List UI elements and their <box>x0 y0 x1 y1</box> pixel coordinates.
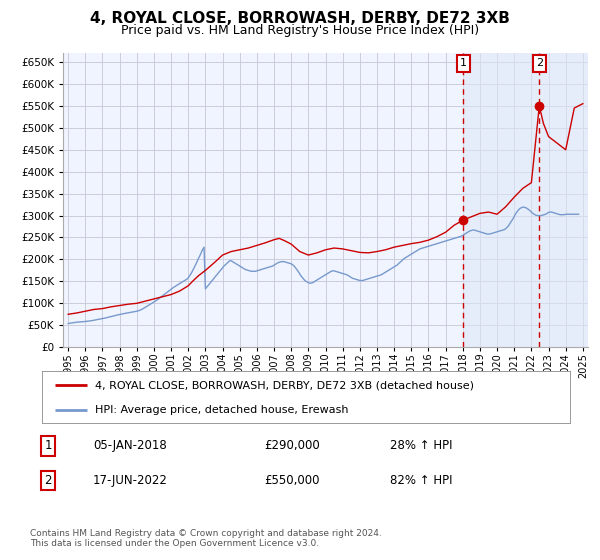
Text: 28% ↑ HPI: 28% ↑ HPI <box>390 439 452 452</box>
Text: 2: 2 <box>536 58 543 68</box>
Text: Price paid vs. HM Land Registry's House Price Index (HPI): Price paid vs. HM Land Registry's House … <box>121 24 479 36</box>
Text: 1: 1 <box>460 58 467 68</box>
Text: 17-JUN-2022: 17-JUN-2022 <box>93 474 168 487</box>
Text: £550,000: £550,000 <box>264 474 320 487</box>
Text: 2: 2 <box>44 474 52 487</box>
Text: Contains HM Land Registry data © Crown copyright and database right 2024.: Contains HM Land Registry data © Crown c… <box>30 529 382 538</box>
Text: HPI: Average price, detached house, Erewash: HPI: Average price, detached house, Erew… <box>95 405 348 415</box>
Text: 4, ROYAL CLOSE, BORROWASH, DERBY, DE72 3XB (detached house): 4, ROYAL CLOSE, BORROWASH, DERBY, DE72 3… <box>95 380 474 390</box>
Text: £290,000: £290,000 <box>264 439 320 452</box>
Text: 82% ↑ HPI: 82% ↑ HPI <box>390 474 452 487</box>
Text: This data is licensed under the Open Government Licence v3.0.: This data is licensed under the Open Gov… <box>30 539 319 548</box>
Text: 4, ROYAL CLOSE, BORROWASH, DERBY, DE72 3XB: 4, ROYAL CLOSE, BORROWASH, DERBY, DE72 3… <box>90 11 510 26</box>
Bar <box>463 53 588 347</box>
Text: 1: 1 <box>44 439 52 452</box>
Text: 05-JAN-2018: 05-JAN-2018 <box>93 439 167 452</box>
